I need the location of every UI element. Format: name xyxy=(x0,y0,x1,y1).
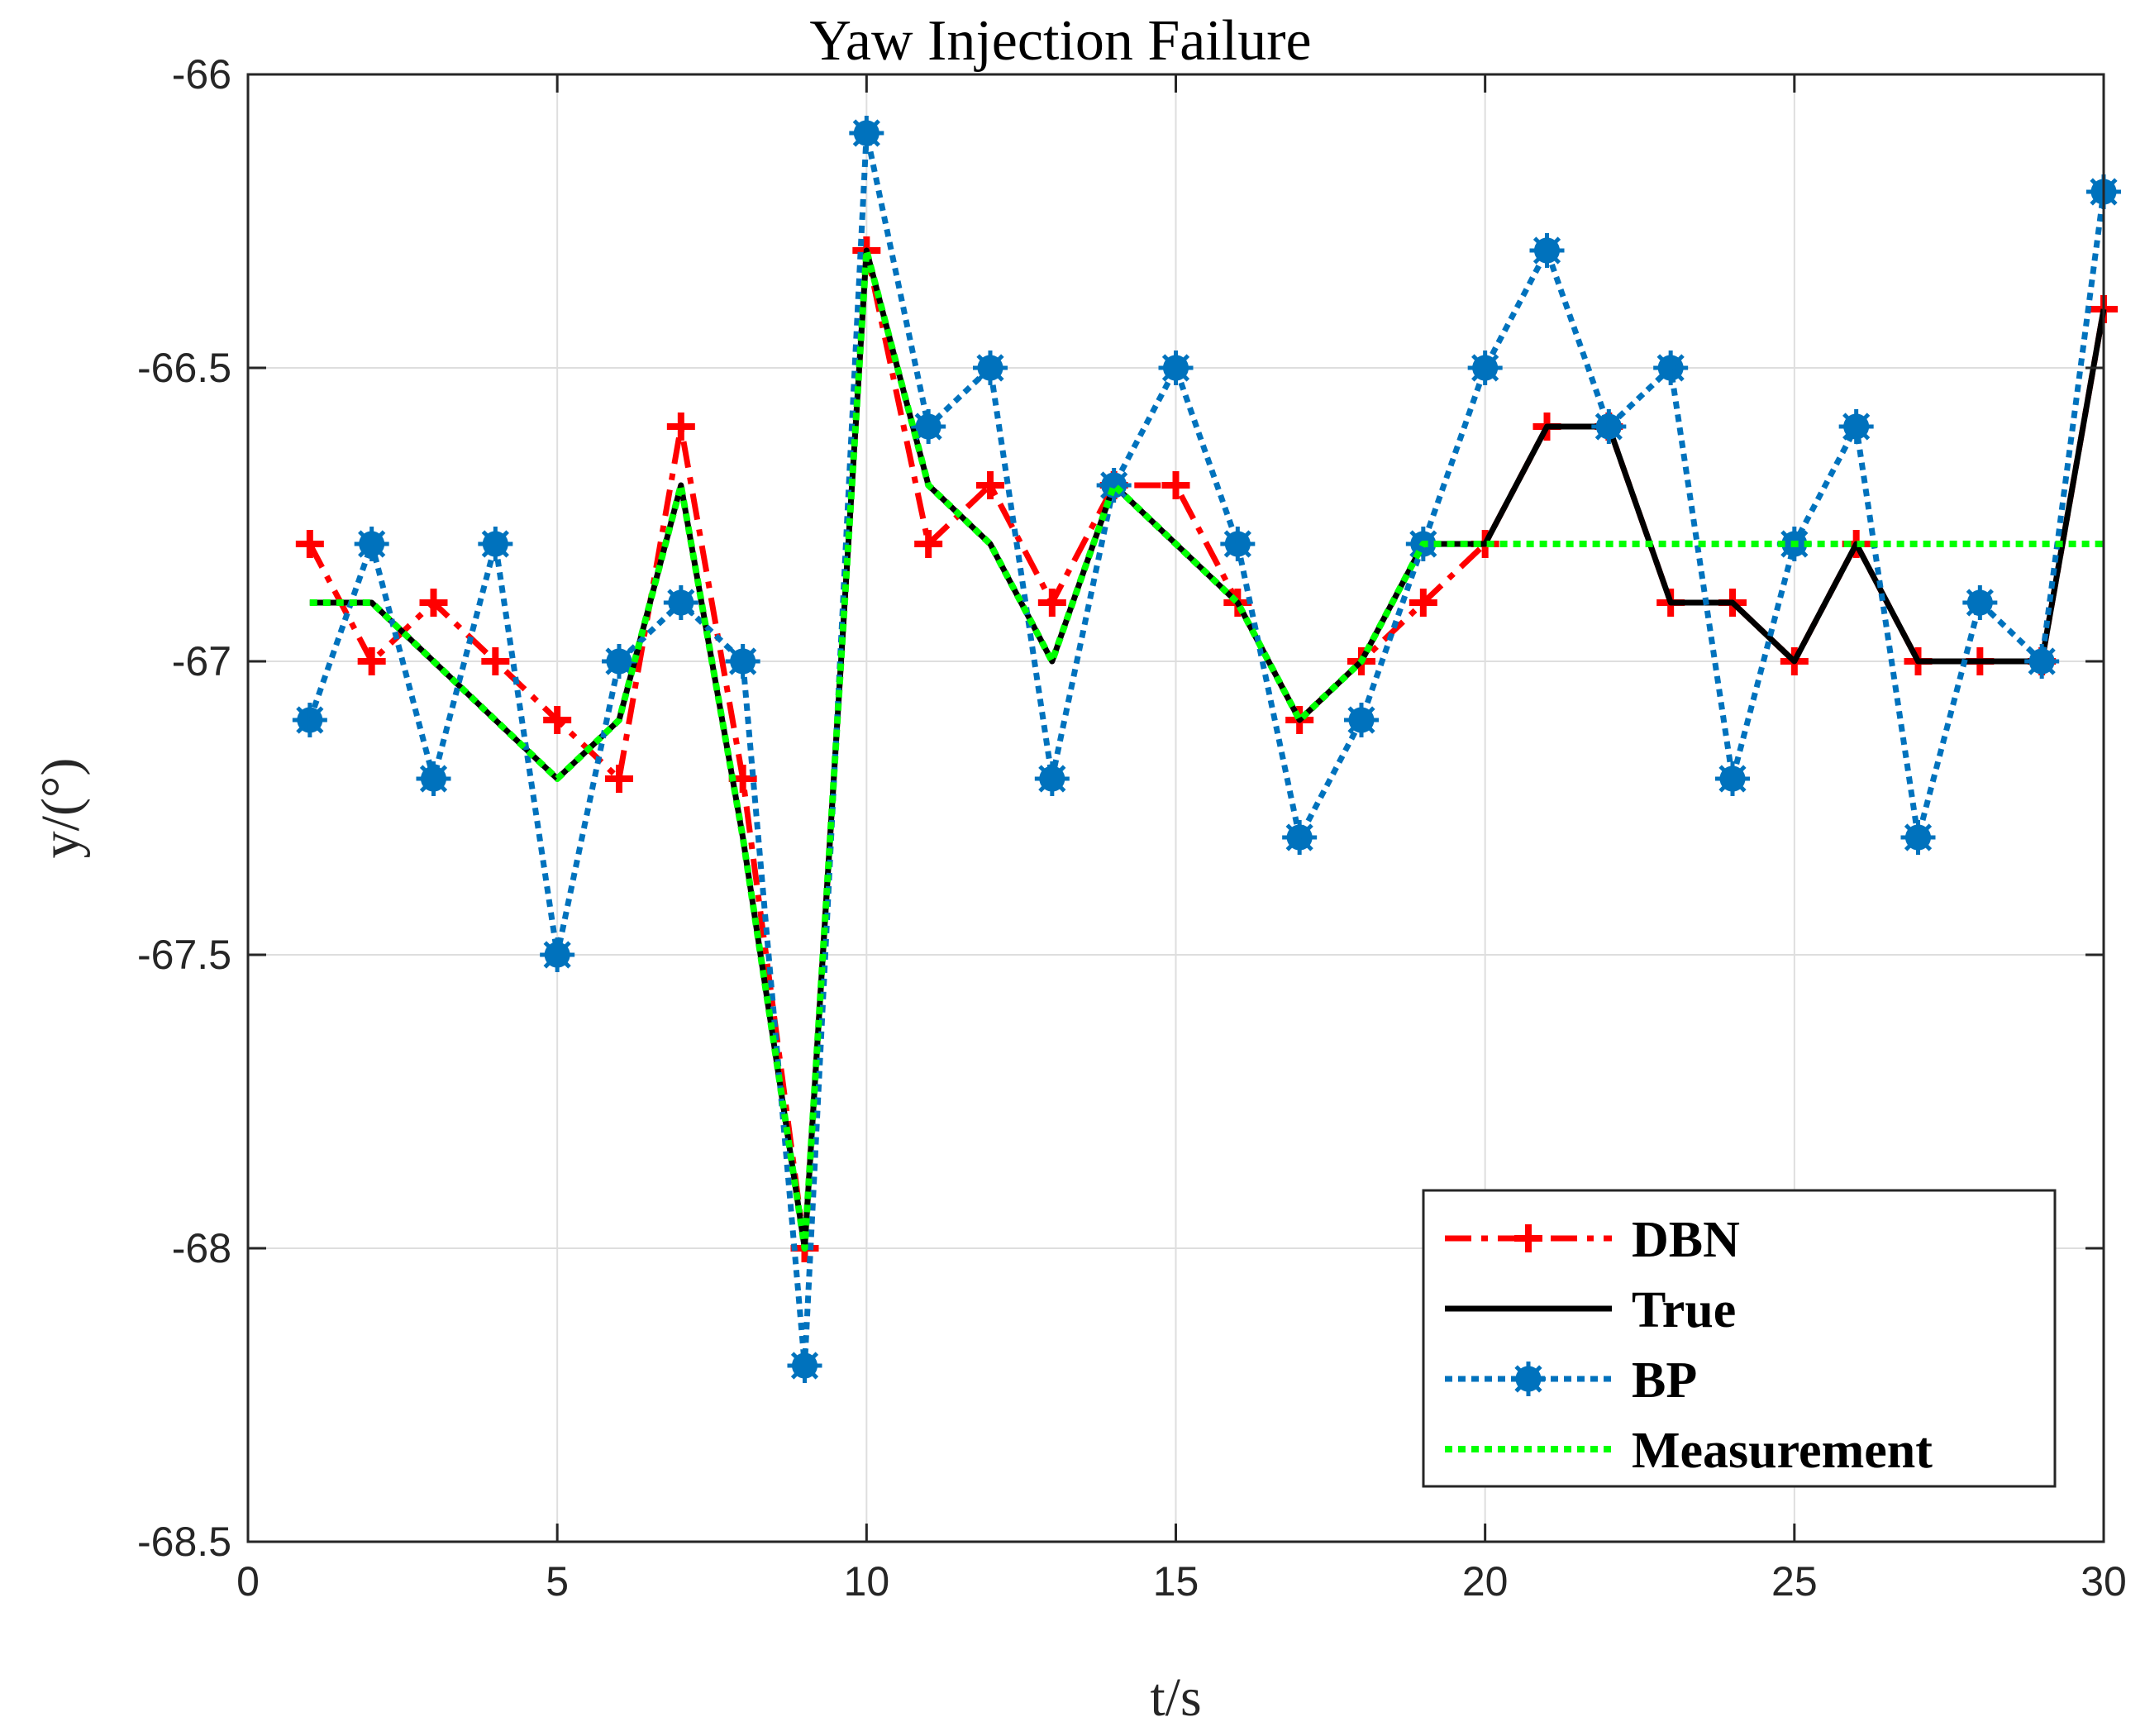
x-tick-label: 25 xyxy=(1771,1558,1818,1605)
data-point-bp xyxy=(1158,351,1194,385)
data-point-bp xyxy=(911,409,946,444)
x-axis-label: t/s xyxy=(1150,1667,1201,1728)
y-tick-label: -67 xyxy=(172,638,231,684)
legend-item-dbn: DBN xyxy=(1445,1212,1740,1268)
data-point-dbn xyxy=(1161,471,1190,499)
data-point-bp xyxy=(1838,409,1874,444)
data-point-bp xyxy=(1529,233,1565,268)
legend-label: True xyxy=(1632,1282,1736,1338)
x-tick-label: 10 xyxy=(844,1558,890,1605)
series-line-true xyxy=(309,247,2107,1252)
data-point-dbn xyxy=(543,706,572,734)
series-dbn xyxy=(295,236,2118,1262)
series-line-measurement xyxy=(309,247,2104,1252)
series-layer xyxy=(292,116,2121,1383)
legend: DBN True BP Measurement xyxy=(1422,1189,2057,1488)
data-point-dbn xyxy=(1409,589,1437,617)
data-point-bp xyxy=(787,1348,822,1383)
series-true xyxy=(309,247,2107,1252)
x-tick-label: 5 xyxy=(546,1558,569,1605)
legend-marker xyxy=(1511,1362,1546,1396)
data-point-bp xyxy=(1900,820,1936,855)
legend-label: BP xyxy=(1632,1352,1697,1409)
data-point-bp xyxy=(1034,761,1070,796)
data-point-bp xyxy=(1715,761,1750,796)
legend-label: DBN xyxy=(1632,1212,1740,1268)
data-point-bp xyxy=(292,703,327,737)
data-point-dbn xyxy=(357,647,386,675)
chart-title: Yaw Injection Failure xyxy=(809,9,1311,73)
x-tick-label: 30 xyxy=(2081,1558,2127,1605)
data-point-bp xyxy=(416,761,451,796)
legend-marker xyxy=(1514,1224,1542,1252)
data-point-bp xyxy=(1591,409,1627,444)
data-point-bp xyxy=(663,585,698,620)
data-point-bp xyxy=(1467,351,1503,385)
data-point-dbn xyxy=(605,765,633,793)
data-point-bp xyxy=(2024,644,2060,679)
data-point-dbn xyxy=(976,471,1004,499)
y-tick-label: -67.5 xyxy=(137,932,231,978)
ticks: 0 5 10 15 20 25 30 -66 -66.5 -67 -67.5 -68 -68.5 xyxy=(137,51,2127,1605)
data-point-bp xyxy=(540,937,575,972)
data-point-bp xyxy=(354,527,389,561)
y-tick-label: -66.5 xyxy=(137,345,231,391)
data-point-bp xyxy=(1344,703,1379,737)
data-point-dbn xyxy=(914,530,943,558)
x-tick-label: 0 xyxy=(236,1558,260,1605)
data-point-bp xyxy=(1220,527,1256,561)
series-line-bp xyxy=(307,130,2107,1369)
data-point-dbn xyxy=(295,530,324,558)
legend-item-true: True xyxy=(1445,1282,1736,1338)
legend-label: Measurement xyxy=(1632,1423,1933,1479)
data-point-bp xyxy=(973,351,1008,385)
data-point-bp xyxy=(1653,351,1689,385)
data-point-dbn xyxy=(419,589,448,617)
series-measurement xyxy=(309,247,2104,1252)
y-axis-label: y/(°) xyxy=(31,758,91,859)
data-point-bp xyxy=(1962,585,1998,620)
legend-item-bp: BP xyxy=(1445,1352,1697,1409)
series-line-dbn xyxy=(307,247,2107,1252)
data-point-bp xyxy=(1282,820,1318,855)
y-tick-label: -68.5 xyxy=(137,1519,231,1565)
y-tick-label: -66 xyxy=(172,51,231,98)
x-tick-label: 20 xyxy=(1462,1558,1509,1605)
data-point-bp xyxy=(478,527,513,561)
series-bp xyxy=(292,116,2121,1383)
x-tick-label: 15 xyxy=(1153,1558,1199,1605)
data-point-dbn xyxy=(666,413,695,441)
data-point-dbn xyxy=(1037,589,1066,617)
data-point-bp xyxy=(725,644,760,679)
y-tick-label: -68 xyxy=(172,1225,231,1271)
data-point-dbn xyxy=(481,647,510,675)
legend-item-measurement: Measurement xyxy=(1445,1423,1933,1479)
data-point-bp xyxy=(849,116,884,150)
